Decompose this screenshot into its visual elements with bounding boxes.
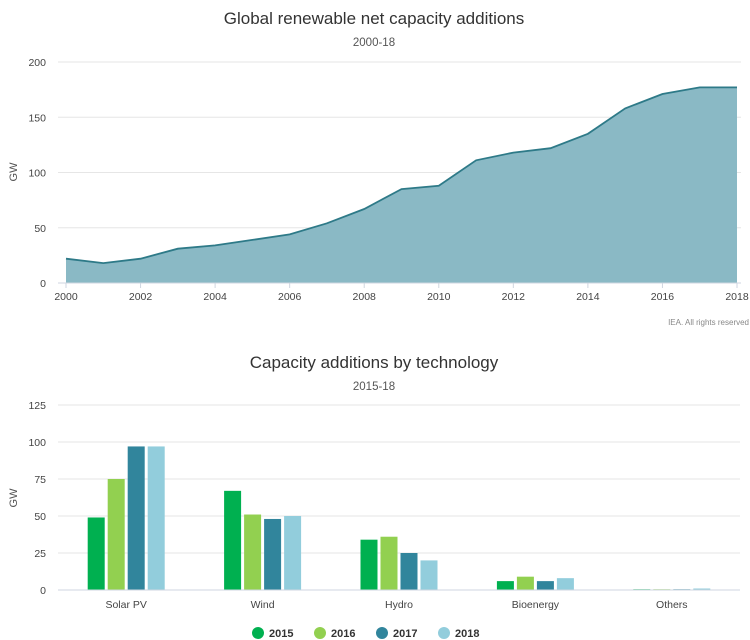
bar-chart-y-ticks: 0 25 50 75 100 125 bbox=[28, 400, 46, 597]
area-chart-x-tick: 2004 bbox=[203, 291, 227, 303]
bar-solar-pv-2016 bbox=[107, 479, 125, 590]
bar-solar-pv-2015 bbox=[87, 517, 105, 590]
bar-chart-legend: 2015 2016 2017 2018 bbox=[252, 627, 479, 640]
bar-chart-y-tick: 75 bbox=[34, 474, 46, 486]
area-chart-x-tick: 2006 bbox=[278, 291, 302, 303]
bar-bioenergy-2018 bbox=[556, 578, 574, 590]
bar-chart-bars bbox=[87, 446, 711, 591]
bar-chart-y-tick: 25 bbox=[34, 548, 46, 560]
bar-chart-y-tick: 125 bbox=[28, 400, 46, 412]
area-chart-x-tick: 2016 bbox=[651, 291, 675, 303]
area-series-fill bbox=[66, 87, 737, 284]
bar-chart-y-tick: 50 bbox=[34, 511, 46, 523]
bar-chart-y-tick: 100 bbox=[28, 437, 46, 449]
legend-label-2015: 2015 bbox=[269, 628, 293, 640]
bar-wind-2016 bbox=[244, 514, 262, 590]
legend-marker-2015 bbox=[252, 627, 264, 639]
bar-hydro-2016 bbox=[380, 536, 398, 590]
legend-label-2016: 2016 bbox=[331, 628, 355, 640]
bar-others-2018 bbox=[693, 588, 711, 590]
bar-chart-title: Capacity additions by technology bbox=[250, 353, 499, 372]
area-series-line bbox=[65, 86, 737, 265]
area-chart-x-tick: 2002 bbox=[129, 291, 153, 303]
bar-chart-category-labels: Solar PV Wind Hydro Bioenergy Others bbox=[105, 599, 687, 611]
area-chart-subtitle: 2000-18 bbox=[353, 37, 395, 49]
bar-solar-pv-2017 bbox=[127, 446, 145, 590]
bar-wind-2018 bbox=[284, 516, 302, 590]
area-chart-x-ticks: 2000 2002 2004 2006 2008 2010 2012 2014 2016 2018 bbox=[54, 283, 749, 303]
area-chart-y-tick: 150 bbox=[28, 112, 46, 124]
bar-bioenergy-2017 bbox=[536, 581, 554, 590]
legend-label-2017: 2017 bbox=[393, 628, 417, 640]
credit-text: IEA. All rights reserved bbox=[668, 318, 749, 327]
bar-hydro-2017 bbox=[400, 553, 418, 590]
area-chart-y-tick: 200 bbox=[28, 57, 46, 69]
bar-hydro-2015 bbox=[360, 539, 378, 590]
bar-wind-2015 bbox=[224, 490, 242, 590]
bar-chart-category-label: Wind bbox=[251, 599, 275, 611]
bar-bioenergy-2015 bbox=[496, 581, 514, 590]
area-chart-y-tick: 50 bbox=[34, 223, 46, 235]
bar-chart-y-tick: 0 bbox=[40, 585, 46, 597]
bar-wind-2017 bbox=[264, 518, 282, 590]
legend-marker-2017 bbox=[376, 627, 388, 639]
area-chart-x-tick: 2012 bbox=[502, 291, 526, 303]
area-chart-title: Global renewable net capacity additions bbox=[224, 9, 525, 28]
bar-chart-category-label: Hydro bbox=[385, 599, 413, 611]
area-chart-y-tick: 100 bbox=[28, 168, 46, 180]
bar-hydro-2018 bbox=[420, 560, 438, 590]
area-chart-x-tick: 2010 bbox=[427, 291, 451, 303]
bar-chart-category-label: Bioenergy bbox=[512, 599, 560, 611]
bar-chart-subtitle: 2015-18 bbox=[353, 381, 395, 393]
area-chart-x-tick: 2000 bbox=[54, 291, 78, 303]
area-chart-x-tick: 2008 bbox=[353, 291, 377, 303]
bar-bioenergy-2016 bbox=[516, 576, 534, 590]
area-chart-x-tick: 2014 bbox=[576, 291, 600, 303]
area-chart-y-tick: 0 bbox=[40, 278, 46, 290]
area-chart-y-ticks: 0 50 100 150 200 bbox=[28, 57, 46, 290]
legend-marker-2016 bbox=[314, 627, 326, 639]
legend-label-2018: 2018 bbox=[455, 628, 479, 640]
bar-chart: Capacity additions by technology 2015-18… bbox=[8, 353, 740, 640]
area-chart-y-label: GW bbox=[8, 162, 20, 182]
bar-chart-y-label: GW bbox=[8, 488, 20, 508]
bar-solar-pv-2018 bbox=[147, 446, 165, 590]
bar-chart-category-label: Solar PV bbox=[105, 599, 146, 611]
legend-marker-2018 bbox=[438, 627, 450, 639]
bar-chart-category-label: Others bbox=[656, 599, 688, 611]
area-chart-x-tick: 2018 bbox=[725, 291, 749, 303]
area-chart: Global renewable net capacity additions … bbox=[8, 9, 749, 327]
bar-chart-gridlines bbox=[58, 404, 740, 554]
